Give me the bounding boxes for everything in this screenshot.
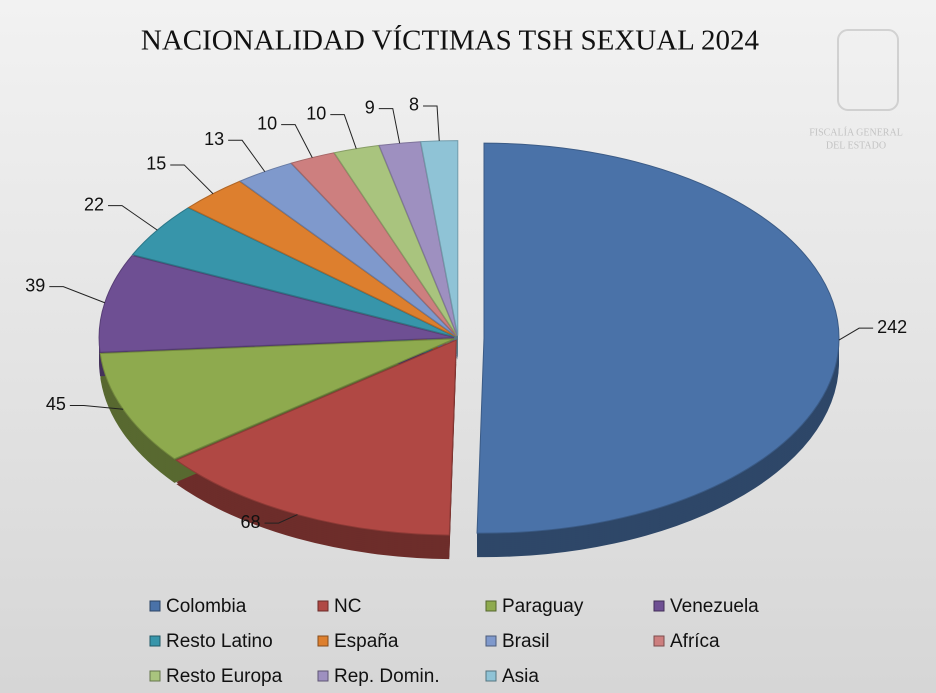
data-label: 10: [306, 103, 326, 123]
legend-swatch: [149, 670, 161, 682]
leader-line: [69, 404, 124, 410]
leader-line: [264, 514, 298, 524]
legend-label: Brasil: [502, 631, 550, 652]
legend-label: Rep. Domin.: [334, 666, 440, 687]
data-label: 8: [409, 95, 419, 115]
slice: [175, 339, 457, 536]
logo-text: DEL ESTADO: [826, 140, 886, 151]
data-label: 10: [257, 113, 277, 133]
data-label: 22: [84, 194, 104, 214]
slice: [99, 338, 455, 460]
legend-swatch: [485, 635, 497, 647]
legend-swatch: [653, 635, 665, 647]
legend-swatch: [317, 600, 329, 612]
legend-swatch: [149, 600, 161, 612]
legend-swatch: [653, 600, 665, 612]
leader-line: [281, 124, 313, 158]
logo-crest: [837, 29, 899, 111]
leader-line: [838, 327, 874, 341]
data-label: 13: [204, 129, 224, 149]
legend-label: Resto Europa: [166, 666, 283, 687]
slice: [187, 180, 456, 337]
leader-line: [170, 164, 214, 195]
legend-label: Afríca: [670, 631, 720, 652]
slice: [131, 207, 455, 338]
legend-label: Asia: [502, 666, 539, 687]
data-label: 9: [365, 97, 375, 117]
chart-title: NACIONALIDAD VÍCTIMAS TSH SEXUAL 2024: [141, 24, 760, 57]
legend-swatch: [485, 600, 497, 612]
data-label: 39: [25, 275, 45, 295]
leader-line: [423, 105, 440, 141]
legend-label: NC: [334, 596, 361, 617]
legend-swatch: [485, 670, 497, 682]
data-label: 15: [146, 154, 166, 174]
leader-line: [330, 114, 357, 149]
leader-line: [108, 205, 158, 231]
data-label: 68: [241, 512, 261, 532]
leader-line: [49, 286, 105, 304]
legend-label: Venezuela: [670, 596, 759, 617]
legend-label: Resto Latino: [166, 631, 273, 652]
slice: [239, 162, 457, 337]
logo: FISCALÍA GENERAL DEL ESTADO: [809, 29, 903, 151]
legend-swatch: [149, 635, 161, 647]
legend-swatch: [317, 670, 329, 682]
logo-text: FISCALÍA GENERAL: [809, 126, 903, 138]
legend-label: Paraguay: [502, 596, 584, 617]
legend-swatch: [317, 635, 329, 647]
data-label: 45: [46, 394, 66, 414]
legend-label: Colombia: [166, 596, 247, 617]
legend-label: España: [334, 631, 399, 652]
leader-line: [228, 139, 266, 172]
leader-line: [378, 108, 401, 144]
data-label: 242: [877, 317, 907, 337]
